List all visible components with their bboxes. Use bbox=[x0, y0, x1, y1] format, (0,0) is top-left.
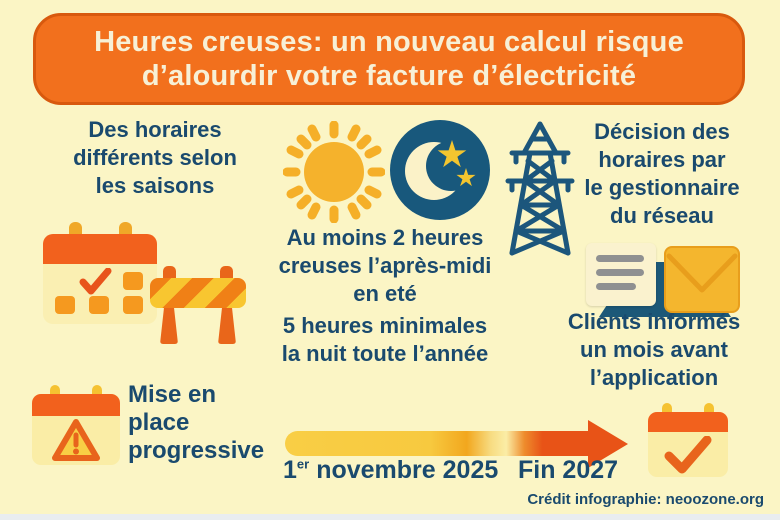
clients-text-line: un mois avant bbox=[580, 337, 728, 362]
document-line bbox=[596, 269, 644, 276]
barrier-leg bbox=[218, 308, 236, 344]
timeline-end-label: Fin 2027 bbox=[518, 456, 619, 484]
sun-icon bbox=[283, 121, 385, 223]
document-line bbox=[596, 283, 636, 290]
moon-icon bbox=[390, 120, 490, 220]
calendar-warning-icon bbox=[32, 385, 120, 465]
night-text-line: 5 heures minimales bbox=[282, 313, 488, 338]
calendar-header bbox=[43, 234, 157, 264]
seasons-text-line: Des horaires bbox=[88, 117, 222, 142]
calendar-check-icon bbox=[648, 403, 728, 477]
checkmark-icon bbox=[664, 436, 712, 474]
decision-text-line: du réseau bbox=[610, 203, 714, 228]
afternoon-text: Au moins 2 heures creuses l’après-midi e… bbox=[262, 224, 508, 308]
seasons-text-line: différents selon bbox=[73, 145, 237, 170]
clients-text-line: l’application bbox=[589, 365, 719, 390]
star-icon bbox=[437, 140, 467, 168]
calendar-cell bbox=[55, 296, 75, 314]
calendar-body bbox=[43, 234, 157, 324]
document-line bbox=[596, 255, 644, 262]
timeline-start-day: 1 bbox=[283, 456, 297, 484]
checkmark-icon bbox=[79, 268, 112, 295]
timeline-start-ordinal: er bbox=[296, 456, 310, 472]
credit-text: Crédit infographie: neoozone.org bbox=[527, 491, 764, 508]
calendar-header bbox=[32, 394, 120, 416]
decision-text-line: horaires par bbox=[598, 147, 726, 172]
timeline-start-month: novembre 2025 bbox=[316, 456, 499, 484]
document-icon bbox=[586, 243, 656, 306]
envelope-flap bbox=[666, 253, 738, 293]
rollout-text-line: progressive bbox=[128, 437, 265, 464]
afternoon-text-line: creuses l’après-midi bbox=[278, 253, 492, 278]
seasons-text-line: les saisons bbox=[95, 173, 215, 198]
calendar-cell bbox=[89, 296, 109, 314]
header-banner: Heures creuses: un nouveau calcul risque… bbox=[33, 13, 745, 105]
clients-text-line: Clients informés bbox=[567, 309, 741, 334]
afternoon-text-line: Au moins 2 heures bbox=[286, 225, 484, 250]
decision-text: Décision des horaires par le gestionnair… bbox=[560, 118, 764, 230]
barrier-bar bbox=[150, 278, 246, 308]
night-text-line: la nuit toute l’année bbox=[281, 341, 489, 366]
calendar-header bbox=[648, 412, 728, 432]
clients-text: Clients informés un mois avant l’applica… bbox=[543, 308, 765, 392]
timeline-start-label: 1er novembre 2025 bbox=[283, 456, 498, 485]
timeline-arrowhead bbox=[588, 420, 628, 468]
star-icon bbox=[456, 168, 476, 187]
decision-text-line: Décision des bbox=[594, 119, 730, 144]
envelope-icon bbox=[664, 246, 740, 313]
pylon-icon bbox=[505, 121, 575, 256]
night-text: 5 heures minimales la nuit toute l’année bbox=[252, 312, 518, 368]
barrier-icon bbox=[150, 266, 246, 346]
barrier-leg bbox=[160, 308, 178, 344]
bottom-edge bbox=[0, 514, 780, 520]
rollout-text-line: place bbox=[128, 409, 190, 436]
seasons-text: Des horaires différents selon les saison… bbox=[40, 116, 270, 200]
calendar-seasons-icon bbox=[43, 222, 157, 324]
warning-triangle-icon bbox=[52, 419, 100, 461]
rollout-text: Mise en place progressive bbox=[128, 381, 278, 465]
rollout-text-line: Mise en bbox=[128, 381, 217, 408]
header-title-line2: d’alourdir votre facture d’électricité bbox=[141, 60, 637, 92]
afternoon-text-line: en eté bbox=[353, 281, 417, 306]
calendar-body bbox=[648, 412, 728, 477]
calendar-cell bbox=[123, 296, 143, 314]
calendar-cell bbox=[123, 272, 143, 290]
timeline-arrow bbox=[285, 431, 588, 456]
decision-text-line: le gestionnaire bbox=[584, 175, 740, 200]
calendar-body bbox=[32, 394, 120, 465]
header-title-line1: Heures creuses: un nouveau calcul risque bbox=[94, 26, 684, 58]
